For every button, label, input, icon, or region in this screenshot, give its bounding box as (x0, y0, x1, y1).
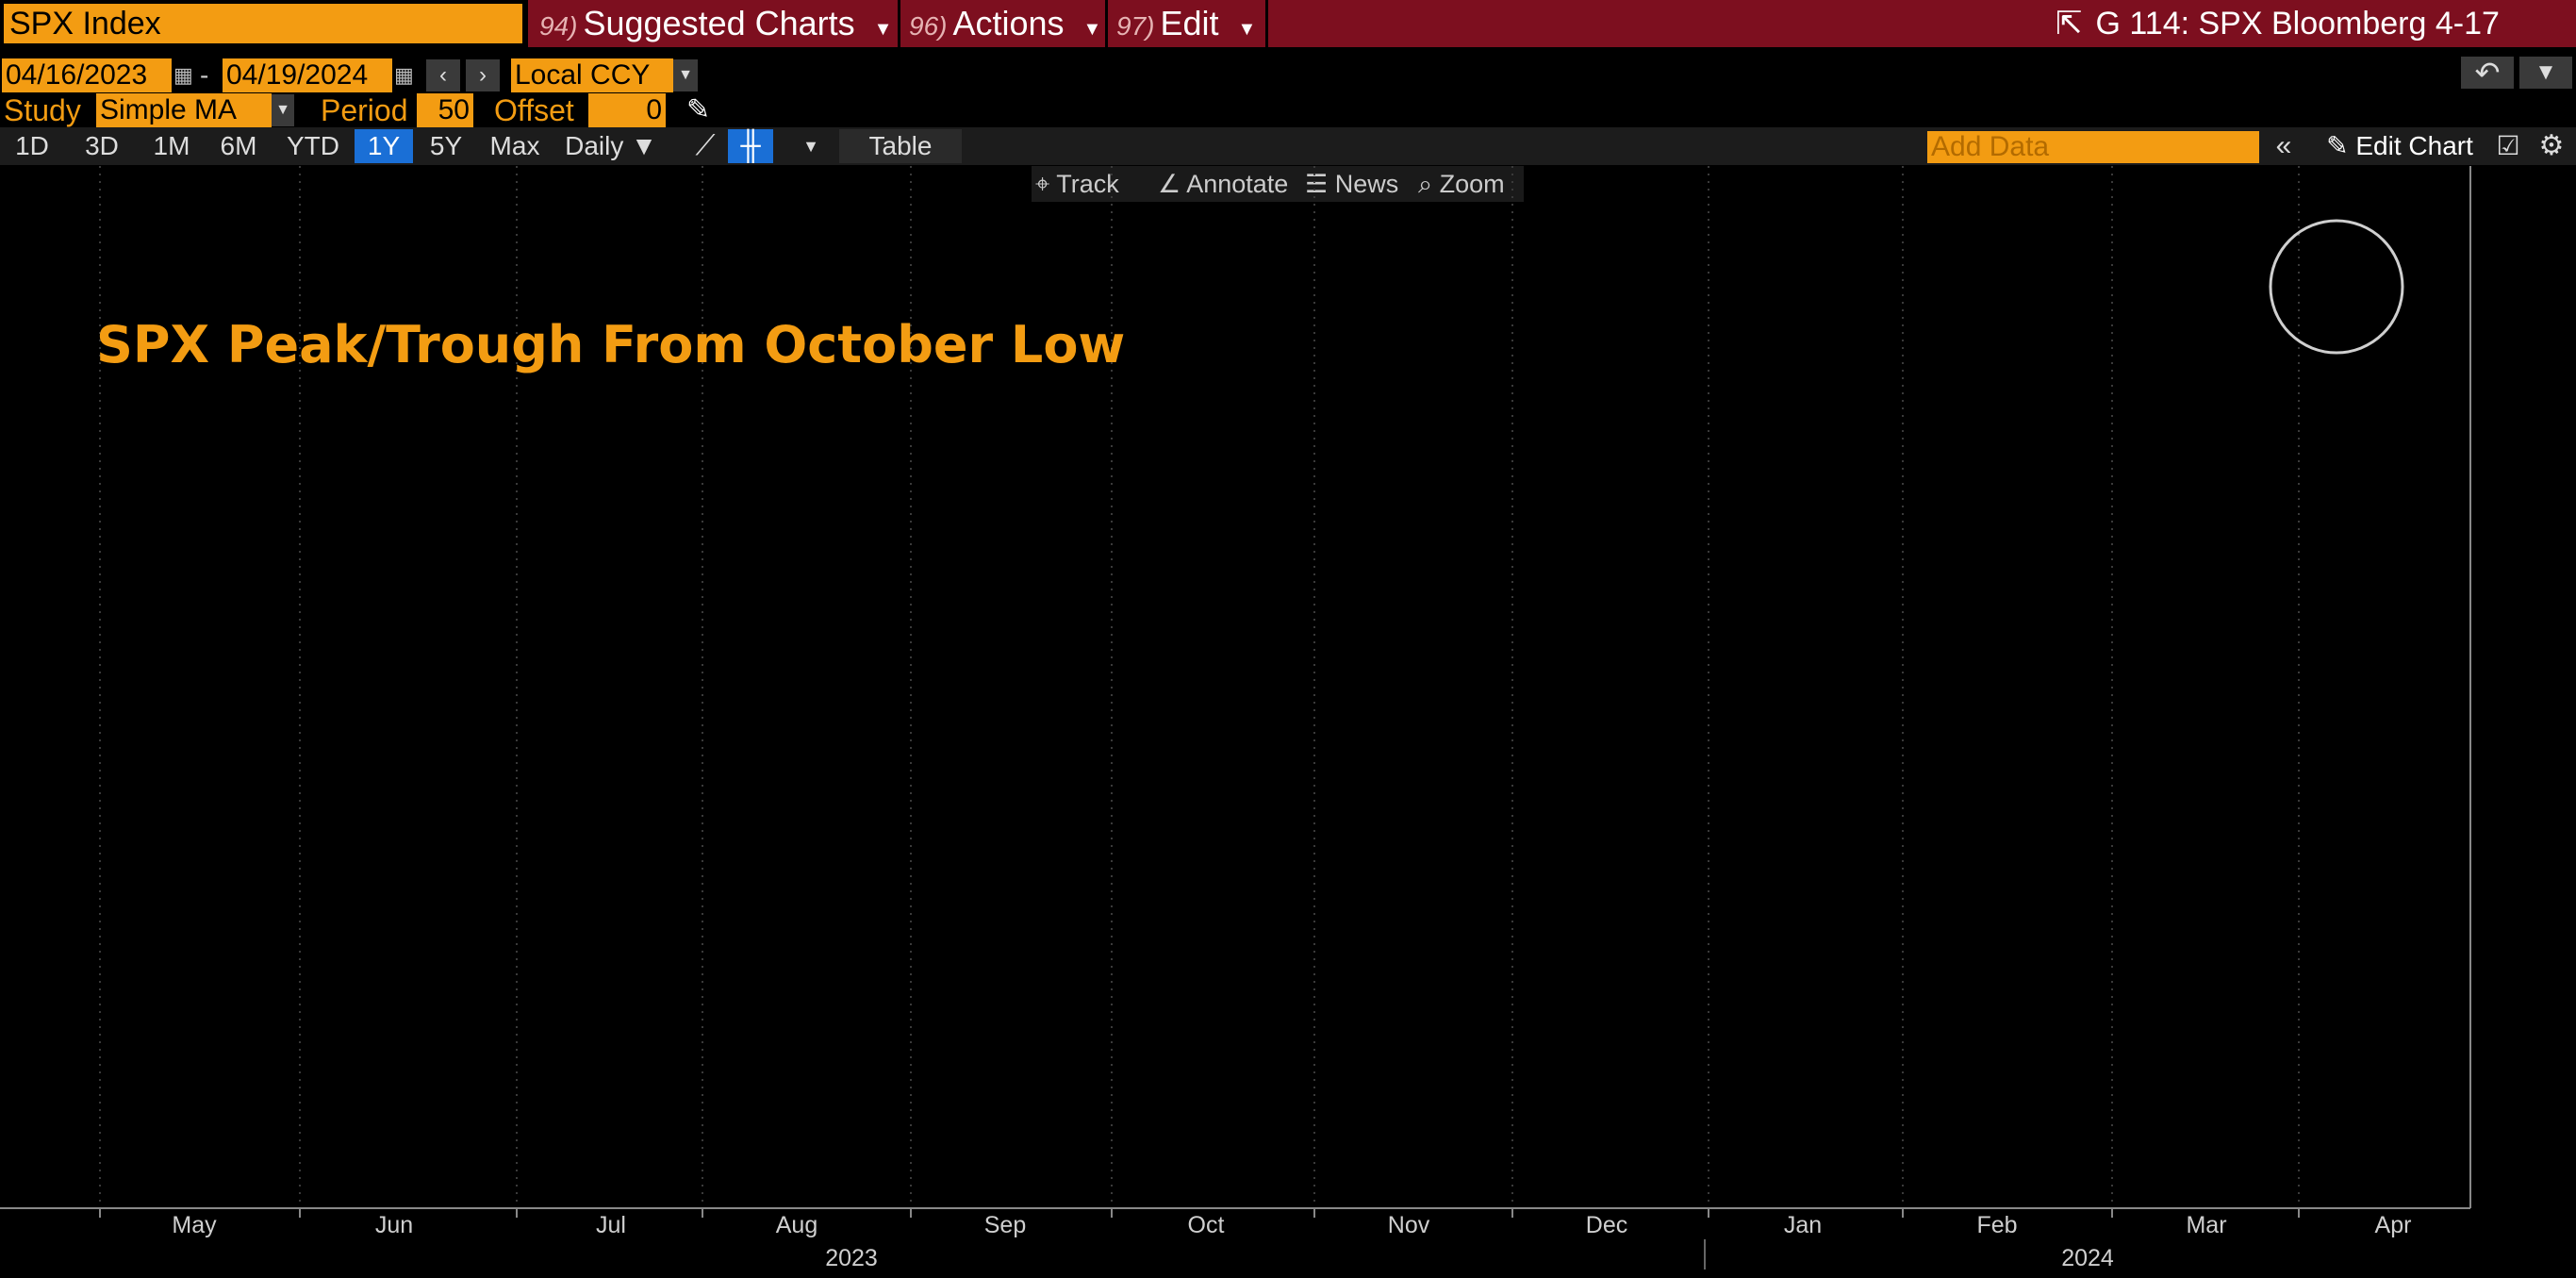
chevron-down-icon[interactable]: ▼ (802, 137, 819, 156)
pencil-icon[interactable]: ✎ (686, 94, 711, 125)
calendar-icon[interactable]: ▦ (394, 63, 414, 87)
chevron-down-icon: ▼ (1082, 19, 1102, 40)
zoom-tool[interactable]: ⌕ Zoom (1418, 166, 1522, 202)
menu-number: 94) (539, 11, 578, 41)
window-title[interactable]: ⇱ G 114: SPX Bloomberg 4-17 (2056, 0, 2500, 47)
divider (1265, 0, 1268, 47)
x-tick-label: Mar (2186, 1212, 2226, 1238)
zoom-label: Zoom (1439, 170, 1505, 198)
start-date-field[interactable]: 04/16/2023 (2, 58, 172, 92)
interval-select[interactable]: Daily ▼ (565, 131, 657, 160)
timeframe-3d[interactable]: 3D (85, 131, 119, 160)
suggested-charts-menu[interactable]: 94) Suggested Charts ▼ (539, 0, 892, 47)
menu-label: Actions (952, 4, 1065, 42)
chevron-down-icon: ▼ (873, 19, 893, 40)
actions-menu[interactable]: 96) Actions ▼ (909, 0, 1101, 47)
line-chart-icon[interactable]: ⟋ (695, 130, 716, 161)
menu-number: 96) (909, 11, 948, 41)
table-button[interactable]: Table (839, 129, 962, 163)
edit-menu[interactable]: 97) Edit ▼ (1116, 0, 1256, 47)
price-chart[interactable]: 4000420044004600480050005200MayJunJulAug… (0, 166, 2576, 1278)
gear-icon[interactable]: ⚙ (2538, 130, 2565, 161)
timeframe-6m[interactable]: 6M (220, 131, 257, 160)
year-label: 2023 (825, 1245, 878, 1271)
timeframe-5y[interactable]: 5Y (429, 131, 463, 160)
x-tick-label: Jan (1784, 1212, 1822, 1238)
news-tool[interactable]: ☰ News (1305, 166, 1409, 202)
x-tick-label: Dec (1586, 1212, 1627, 1238)
divider (1105, 0, 1108, 47)
chevron-down-icon[interactable]: ▼ (2519, 57, 2572, 89)
chart-tools (1032, 166, 1524, 202)
menu-number: 97) (1116, 11, 1155, 41)
popout-icon[interactable]: ⇱ (2056, 6, 2083, 41)
menu-bar (528, 0, 2576, 47)
offset-label: Offset (494, 93, 574, 127)
news-label: News (1334, 170, 1399, 198)
chevron-down-icon[interactable]: ▼ (272, 94, 294, 126)
study-label: Study (4, 93, 81, 127)
chevron-down-icon[interactable]: ▼ (673, 59, 698, 91)
x-tick-label: Feb (1976, 1212, 2017, 1238)
currency-select[interactable]: Local CCY (511, 58, 673, 92)
add-data-input[interactable]: Add Data (1927, 131, 2259, 163)
annotation-title: SPX Peak/Trough From October Low (96, 315, 1126, 374)
x-tick-label: Sep (984, 1212, 1026, 1238)
peak-circle-annotation (2269, 219, 2404, 355)
divider (898, 0, 900, 47)
crosshair-icon: ⌖ (1035, 170, 1057, 198)
annotate-icon: ∠ (1158, 170, 1187, 198)
menu-label: Edit (1160, 4, 1219, 42)
annotate-tool[interactable]: ∠ Annotate (1158, 166, 1297, 202)
period-label: Period (321, 93, 408, 127)
candlestick-icon[interactable]: ╫ (728, 129, 773, 163)
pencil-icon: ✎ (2326, 131, 2356, 160)
period-field[interactable]: 50 (417, 93, 473, 127)
edit-chart-label: Edit Chart (2355, 131, 2473, 160)
collapse-icon[interactable]: « (2275, 130, 2292, 161)
ticker-input[interactable]: SPX Index (4, 4, 522, 43)
edit-legend-icon[interactable]: ☑ (2496, 131, 2520, 160)
x-tick-label: Jul (596, 1212, 626, 1238)
timeframe-1y[interactable]: 1Y (355, 129, 413, 163)
window-title-text: G 114: SPX Bloomberg 4-17 (2095, 6, 2500, 41)
x-tick-label: Aug (776, 1212, 817, 1238)
study-select[interactable]: Simple MA (96, 93, 272, 127)
offset-field[interactable]: 0 (588, 93, 666, 127)
menu-label: Suggested Charts (583, 4, 855, 42)
date-separator: - (200, 60, 209, 90)
x-tick-label: Jun (375, 1212, 413, 1238)
undo-icon[interactable]: ↶ (2461, 57, 2514, 89)
chevron-down-icon: ▼ (1237, 19, 1257, 40)
prev-range-button[interactable]: ‹ (426, 59, 460, 91)
x-tick-label: Apr (2375, 1212, 2412, 1238)
x-tick-label: Nov (1388, 1212, 1430, 1238)
timeframe-max[interactable]: Max (489, 131, 540, 160)
next-range-button[interactable]: › (466, 59, 500, 91)
calendar-icon[interactable]: ▦ (173, 63, 193, 87)
x-tick-label: Oct (1188, 1212, 1225, 1238)
timeframe-1d[interactable]: 1D (15, 131, 49, 160)
track-label: Track (1056, 170, 1119, 198)
news-icon: ☰ (1305, 170, 1335, 198)
timeframe-ytd[interactable]: YTD (287, 131, 339, 160)
track-tool[interactable]: ⌖ Track (1035, 166, 1148, 202)
magnifier-icon: ⌕ (1418, 170, 1440, 198)
year-label: 2024 (2061, 1245, 2114, 1271)
end-date-field[interactable]: 04/19/2024 (223, 58, 392, 92)
x-tick-label: May (172, 1212, 217, 1238)
annotate-label: Annotate (1186, 170, 1289, 198)
timeframe-1m[interactable]: 1M (153, 131, 190, 160)
edit-chart-button[interactable]: ✎ Edit Chart (2312, 129, 2487, 163)
